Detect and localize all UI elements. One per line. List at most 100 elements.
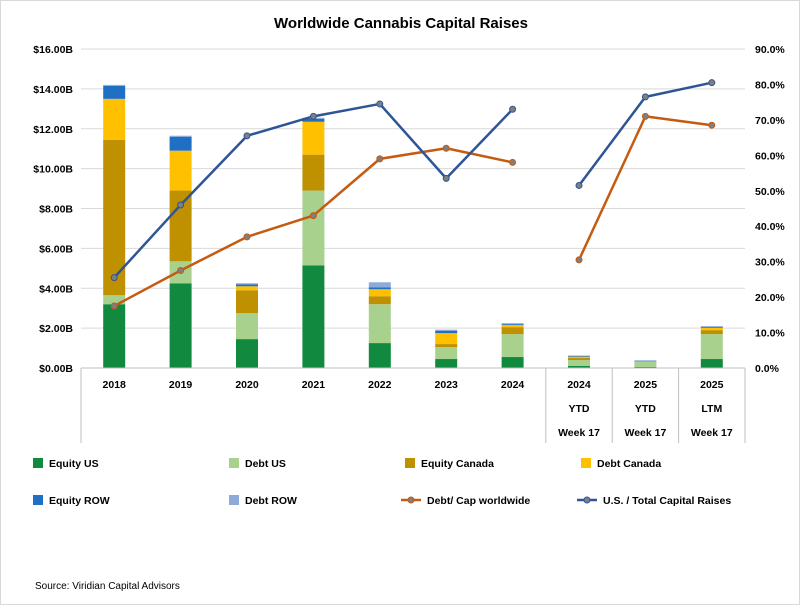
y-right-tick-label: 80.0% [755, 79, 785, 91]
y-left-tick-label: $8.00B [39, 204, 73, 216]
x-tick-label: Week 17 [558, 427, 600, 439]
bar-debt-canada [103, 98, 126, 140]
legend-label: Debt Canada [597, 458, 661, 470]
point-marker [177, 201, 185, 209]
point-marker [442, 144, 450, 152]
bar-equity-canada [103, 139, 126, 296]
y-right-tick-label: 40.0% [755, 221, 785, 233]
legend-swatch [33, 458, 43, 468]
legend-swatch [229, 458, 239, 468]
y-right-tick-label: 70.0% [755, 115, 785, 127]
legend-label: Debt US [245, 458, 286, 470]
bar-equity-canada [568, 358, 590, 361]
x-tick-label: YTD [635, 403, 656, 415]
x-tick-label: Week 17 [624, 427, 666, 439]
bar-debt-row [103, 84, 126, 86]
legend-swatch [581, 458, 591, 468]
bar-debt-us [501, 334, 524, 358]
source-note: Source: Viridian Capital Advisors [35, 581, 180, 592]
bar-debt-canada [236, 286, 258, 291]
legend-swatch [405, 458, 415, 468]
x-tick-label: LTM [701, 403, 722, 415]
bar-equity-us [368, 343, 391, 368]
bar-equity-us [169, 283, 192, 368]
point-marker [309, 212, 317, 220]
bar-equity-us [435, 359, 458, 368]
y-right-tick-label: 30.0% [755, 257, 785, 269]
point-marker [708, 79, 716, 87]
bar-equity-row [103, 85, 126, 99]
legend-label: Equity Canada [421, 458, 494, 470]
y-right-tick-label: 90.0% [755, 44, 785, 56]
bar-equity-canada [634, 361, 657, 363]
point-marker [708, 121, 716, 129]
bar-equity-canada [501, 327, 524, 335]
x-tick-label: 2022 [368, 379, 392, 391]
bar-equity-us [302, 265, 325, 368]
y-left-tick-label: $6.00B [39, 243, 73, 255]
bar-equity-canada [435, 344, 458, 348]
bar-debt-row [700, 326, 723, 327]
x-tick-label: Week 17 [691, 427, 733, 439]
y-right-tick-label: 60.0% [755, 150, 785, 162]
legend-label: Debt ROW [245, 495, 297, 507]
bar-equity-us [501, 357, 524, 368]
bar-debt-us [368, 304, 391, 344]
bar-debt-row [169, 135, 192, 137]
legend-marker [583, 496, 591, 504]
x-tick-label: 2025 [634, 379, 658, 391]
axes: $0.00B $2.00B $4.00B $6.00B $8.00B $10.00B $12… [33, 44, 785, 443]
bar-debt-canada [700, 327, 723, 331]
point-marker [575, 256, 583, 264]
x-tick-label: 2019 [169, 379, 193, 391]
bar-equity-canada [368, 296, 391, 305]
point-marker [509, 105, 517, 113]
bar-debt-row [236, 283, 258, 285]
legend-swatch [229, 495, 239, 505]
y-right-tick-label: 0.0% [755, 363, 780, 375]
x-tick-label: 2024 [567, 379, 591, 391]
x-tick-label: 2020 [235, 379, 259, 391]
x-tick-label: 2025 [700, 379, 724, 391]
bar-debt-us [435, 347, 458, 360]
legend-label: U.S. / Total Capital Raises [603, 495, 731, 507]
bar-debt-canada [435, 333, 458, 345]
bar-debt-canada [501, 325, 524, 328]
bar-debt-canada [169, 150, 192, 191]
bar-debt-us [568, 360, 590, 367]
point-marker [110, 274, 118, 282]
y-left-tick-label: $16.00B [33, 44, 73, 56]
bar-debt-us [103, 295, 126, 305]
legend-label: Equity US [49, 458, 99, 470]
bar-equity-us [568, 366, 590, 368]
chart-title: Worldwide Cannabis Capital Raises [274, 15, 528, 32]
point-marker [177, 267, 185, 275]
y-left-tick-label: $2.00B [39, 323, 73, 335]
y-left-tick-label: $12.00B [33, 124, 73, 136]
point-marker [442, 174, 450, 182]
legend-marker [407, 496, 415, 504]
y-left-tick-label: $4.00B [39, 283, 73, 295]
y-right-tick-label: 20.0% [755, 292, 785, 304]
bar-equity-canada [302, 154, 325, 191]
legend-label: Equity ROW [49, 495, 110, 507]
bar-equity-row [169, 136, 192, 151]
point-marker [641, 112, 649, 120]
bar-debt-row [435, 329, 458, 331]
bar-debt-us [700, 334, 723, 360]
bar-debt-us [634, 362, 657, 368]
bar-debt-row [368, 282, 391, 288]
bar-debt-canada [568, 356, 590, 359]
bar-equity-us [700, 359, 723, 368]
bar-equity-row [435, 330, 458, 334]
bar-equity-row [568, 355, 590, 357]
y-right-tick-label: 50.0% [755, 186, 785, 198]
bars [103, 84, 723, 368]
point-marker [376, 100, 384, 108]
x-tick-label: 2024 [501, 379, 525, 391]
lines [110, 79, 716, 310]
legend-label: Debt/ Cap worldwide [427, 495, 530, 507]
bar-debt-us [236, 313, 258, 340]
